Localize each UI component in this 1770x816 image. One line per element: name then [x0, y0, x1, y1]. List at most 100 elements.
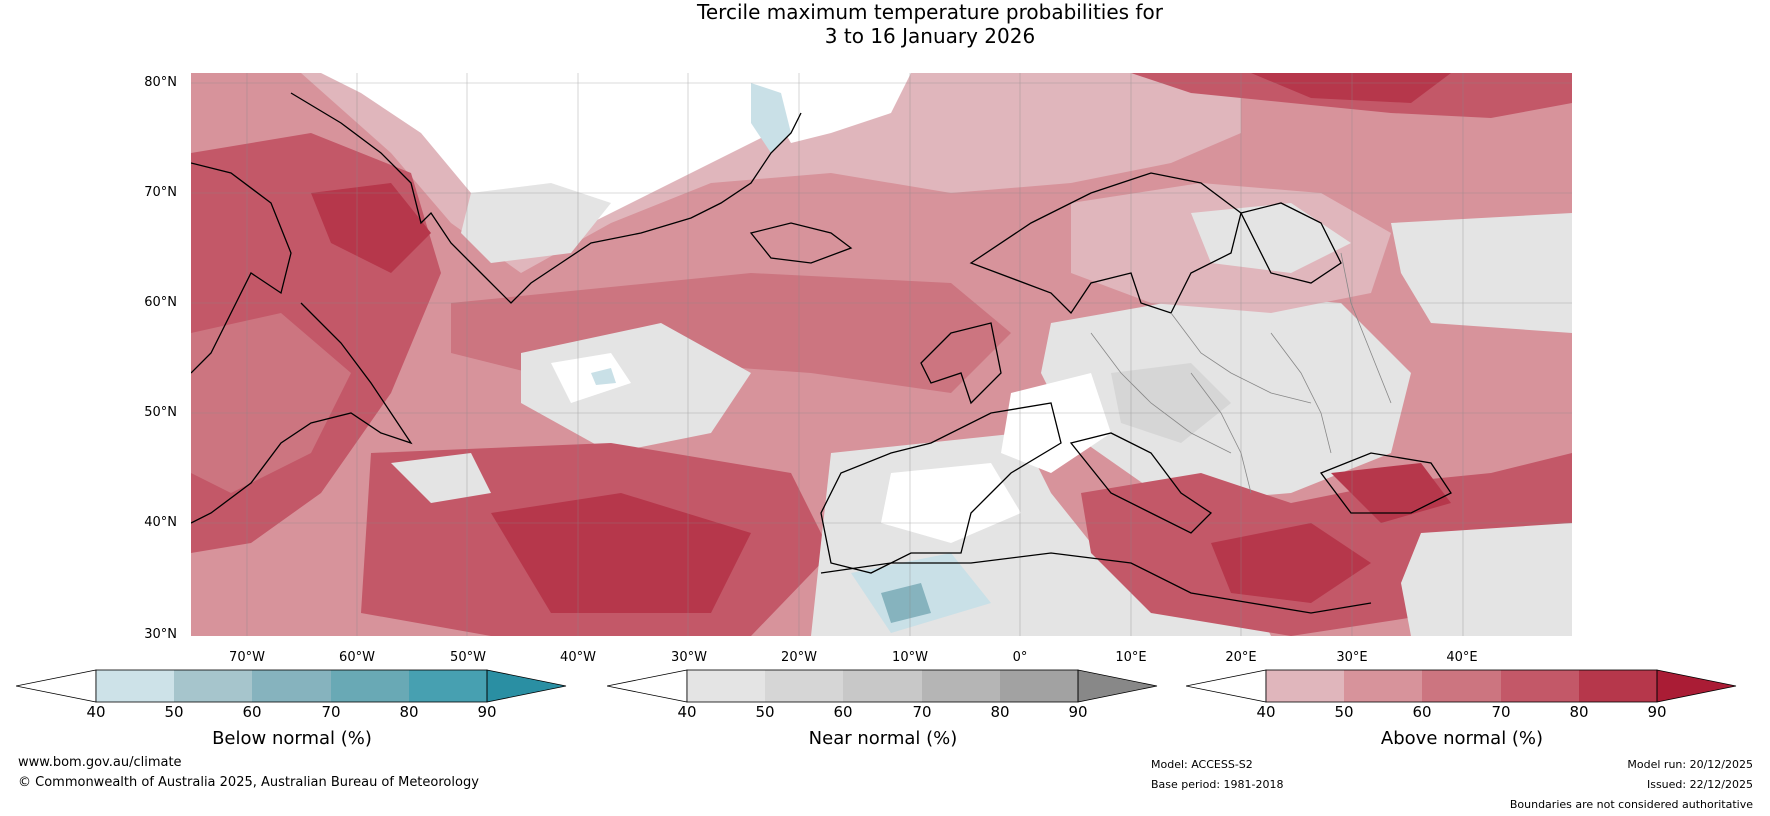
model-run-text: Model run: 20/12/2025 [1627, 758, 1753, 771]
lon-label-70w: 70°W [229, 650, 265, 665]
coastlines [191, 92, 1452, 614]
below-tick-80: 80 [399, 703, 419, 721]
iceland-coast [749, 222, 853, 264]
colorbar-below-frame [95, 669, 488, 703]
colorbar-above-seg-1 [1344, 670, 1422, 702]
colorbar-near-extend-high [1077, 669, 1158, 703]
lon-label-30e: 30°E [1336, 650, 1368, 665]
near-tick-70: 70 [912, 703, 932, 721]
below-tick-70: 70 [321, 703, 341, 721]
colorbar-above [1186, 669, 1737, 703]
disclaimer-text: Boundaries are not considered authoritat… [1509, 798, 1753, 811]
scandinavia-coast [969, 172, 1242, 315]
lon-label-10e: 10°E [1115, 650, 1147, 665]
colorbar-near-seg-1 [765, 670, 843, 702]
colorbar-near [607, 669, 1158, 703]
near-normal-title: Near normal (%) [808, 728, 958, 749]
lat-label-40n: 40°N [144, 515, 177, 530]
lon-label-50w: 50°W [450, 650, 486, 665]
lon-label-40w: 40°W [560, 650, 596, 665]
above-tick-70: 70 [1491, 703, 1511, 721]
arctic-white-region [321, 73, 891, 243]
below-tick-90: 90 [477, 703, 497, 721]
base-period-text: Base period: 1981-2018 [1151, 778, 1284, 791]
colorbar-near-seg-0 [687, 670, 765, 702]
border-line-3 [1190, 372, 1252, 494]
colorbar-below-seg-1 [174, 670, 252, 702]
middle-east-near-normal [1401, 523, 1572, 636]
lon-label-10w: 10°W [892, 650, 928, 665]
near-tick-50: 50 [755, 703, 775, 721]
colorbar-near-extend-low [607, 669, 688, 703]
copyright-text: © Commonwealth of Australia 2025, Austra… [18, 775, 479, 790]
lon-label-0: 0° [1012, 650, 1028, 665]
colorbar-above-extend-high [1656, 669, 1737, 703]
below-tick-50: 50 [164, 703, 184, 721]
greenland-grey-patch [461, 183, 611, 263]
labrador-coast [191, 302, 413, 524]
lat-label-80n: 80°N [144, 75, 177, 90]
colorbar-above-extend-low [1186, 669, 1267, 703]
colorbar-above-frame [1265, 669, 1658, 703]
lon-label-40e: 40°E [1446, 650, 1478, 665]
greenland-blue-patch [751, 83, 791, 153]
model-text: Model: ACCESS-S2 [1151, 758, 1253, 771]
lat-label-60n: 60°N [144, 295, 177, 310]
central-europe-grey [1111, 363, 1231, 443]
above-tick-40: 40 [1256, 703, 1276, 721]
colorbar-below [16, 669, 567, 703]
below-normal-title: Below normal (%) [212, 728, 372, 749]
border-line-2 [1170, 312, 1312, 404]
colorbar-near-frame [686, 669, 1079, 703]
north-africa-coast [820, 552, 1372, 614]
colorbar-below-seg-2 [252, 670, 331, 702]
greenland-ice [751, 73, 911, 143]
east-med-strong-warm [1211, 523, 1371, 603]
probability-map [191, 73, 1572, 636]
above-tick-60: 60 [1412, 703, 1432, 721]
near-tick-60: 60 [833, 703, 853, 721]
colorbar-below-seg-3 [331, 670, 409, 702]
lat-label-30n: 30°N [144, 627, 177, 642]
north-africa-below-strong [881, 583, 931, 623]
colorbar-below-extend-high [486, 669, 567, 703]
near-tick-40: 40 [677, 703, 697, 721]
barents-strong-warm [1251, 73, 1451, 103]
colorbar-near-seg-4 [1000, 670, 1078, 702]
lon-label-20e: 20°E [1225, 650, 1257, 665]
colorbar-below-seg-0 [96, 670, 174, 702]
colorbar-above-seg-2 [1422, 670, 1501, 702]
midatlantic-near-normal [521, 323, 751, 453]
black-sea-coast [1319, 452, 1452, 514]
lon-label-20w: 20°W [781, 650, 817, 665]
lon-label-60w: 60°W [339, 650, 375, 665]
map-canvas [191, 73, 1572, 636]
graticule [191, 73, 1572, 636]
near-tick-90: 90 [1068, 703, 1088, 721]
subtropical-grey-patch [391, 453, 491, 503]
above-tick-50: 50 [1334, 703, 1354, 721]
website-text: www.bom.gov.au/climate [18, 755, 182, 770]
above-normal-title: Above normal (%) [1380, 728, 1544, 749]
below-tick-60: 60 [242, 703, 262, 721]
near-tick-80: 80 [990, 703, 1010, 721]
greenland-coast [290, 92, 802, 304]
below-tick-40: 40 [86, 703, 106, 721]
border-line-1 [1090, 332, 1232, 454]
above-tick-80: 80 [1569, 703, 1589, 721]
italy-coast [1069, 432, 1213, 534]
labrador-region [191, 313, 351, 493]
colorbar-near-seg-3 [922, 670, 1000, 702]
map-title: Tercile maximum temperature probabilitie… [0, 0, 1770, 48]
border-line-4 [1270, 332, 1332, 454]
colorbar-near-seg-2 [843, 670, 922, 702]
colorbar-below-extend-low [16, 669, 97, 703]
midatlantic-white [551, 353, 631, 403]
country-borders [1090, 252, 1392, 494]
lat-label-50n: 50°N [144, 405, 177, 420]
scandinavia-near-normal [1191, 203, 1351, 273]
border-line-5 [1340, 252, 1392, 404]
lon-label-30w: 30°W [671, 650, 707, 665]
issued-text: Issued: 22/12/2025 [1646, 778, 1753, 791]
title-line-2: 3 to 16 January 2026 [824, 24, 1036, 48]
